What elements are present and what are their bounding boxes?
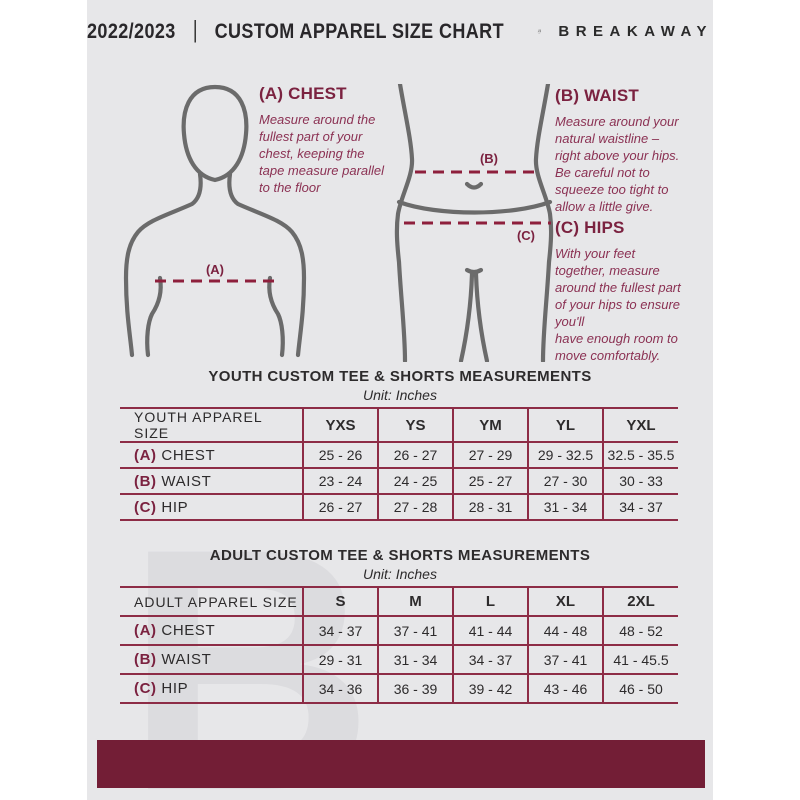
hips-marker-label: (C) bbox=[517, 228, 535, 243]
row-label-text: CHEST bbox=[161, 446, 216, 464]
measurement-cell: 27 - 30 bbox=[527, 468, 603, 494]
measurement-cell: 43 - 46 bbox=[527, 674, 603, 703]
measurement-cell: 32.5 - 35.5 bbox=[602, 442, 678, 468]
size-column-header: S bbox=[302, 587, 378, 616]
size-column-header: 2XL bbox=[602, 587, 678, 616]
header-divider: | bbox=[192, 17, 198, 44]
youth-hip-row: (C) HIP 26 - 27 27 - 28 28 - 31 31 - 34 … bbox=[120, 494, 678, 520]
measurement-cell: 27 - 29 bbox=[452, 442, 528, 468]
measurement-cell: 25 - 27 bbox=[452, 468, 528, 494]
youth-section-title: YOUTH CUSTOM TEE & SHORTS MEASUREMENTS bbox=[208, 368, 592, 385]
youth-unit-label: Unit: Inches bbox=[363, 387, 437, 403]
size-column-header: L bbox=[452, 587, 528, 616]
size-column-header: YL bbox=[527, 408, 603, 442]
measurement-cell: 23 - 24 bbox=[302, 468, 378, 494]
adult-hip-row: (C) HIP 34 - 36 36 - 39 39 - 42 43 - 46 … bbox=[120, 674, 678, 703]
youth-chest-row: (A) CHEST 25 - 26 26 - 27 27 - 29 29 - 3… bbox=[120, 442, 678, 468]
waist-hips-figure: (B) (C) bbox=[394, 84, 554, 362]
waist-guide-text: Measure around your natural waistline – … bbox=[555, 114, 680, 215]
row-label: (C) HIP bbox=[120, 494, 303, 520]
measurement-cell: 34 - 37 bbox=[302, 616, 378, 645]
size-column-header: XL bbox=[527, 587, 603, 616]
chest-marker-label: (A) bbox=[206, 262, 224, 277]
adult-size-table: ADULT APPAREL SIZE S M L XL 2XL (A) CHES… bbox=[120, 586, 678, 704]
chart-title: CUSTOM APPAREL SIZE CHART bbox=[214, 18, 504, 43]
measurement-cell: 44 - 48 bbox=[527, 616, 603, 645]
waist-marker-label: (B) bbox=[480, 151, 498, 166]
measurement-cell: 34 - 37 bbox=[602, 494, 678, 520]
row-label: (B) WAIST bbox=[120, 468, 303, 494]
measurement-cell: 37 - 41 bbox=[527, 645, 603, 674]
chest-guide: (A) CHEST Measure around the fullest par… bbox=[259, 84, 404, 196]
adult-unit-label: Unit: Inches bbox=[363, 566, 437, 582]
row-label-text: WAIST bbox=[161, 472, 212, 490]
adult-waist-row: (B) WAIST 29 - 31 31 - 34 34 - 37 37 - 4… bbox=[120, 645, 678, 674]
row-label-text: CHEST bbox=[161, 622, 216, 639]
row-label: (C) HIP bbox=[120, 674, 303, 703]
measurement-cell: 26 - 27 bbox=[377, 442, 453, 468]
measurement-cell: 34 - 37 bbox=[452, 645, 528, 674]
size-column-header: YS bbox=[377, 408, 453, 442]
measurement-cell: 36 - 39 bbox=[377, 674, 453, 703]
hips-guide: (C) HIPS With your feet together, measur… bbox=[555, 218, 713, 364]
row-label: (B) WAIST bbox=[120, 645, 303, 674]
row-marker: (C) bbox=[134, 680, 157, 697]
measurement-cell: 28 - 31 bbox=[452, 494, 528, 520]
youth-size-table: YOUTH APPAREL SIZE YXS YS YM YL YXL (A) … bbox=[120, 407, 678, 521]
row-label: (A) CHEST bbox=[120, 442, 303, 468]
hips-guide-heading: (C) HIPS bbox=[555, 218, 625, 237]
measurement-cell: 27 - 28 bbox=[377, 494, 453, 520]
adult-section-title: ADULT CUSTOM TEE & SHORTS MEASUREMENTS bbox=[209, 547, 591, 564]
measurement-cell: 46 - 50 bbox=[602, 674, 678, 703]
measurement-cell: 34 - 36 bbox=[302, 674, 378, 703]
adult-chest-row: (A) CHEST 34 - 37 37 - 41 41 - 44 44 - 4… bbox=[120, 616, 678, 645]
adult-size-header: ADULT APPAREL SIZE bbox=[134, 593, 298, 610]
measurement-cell: 29 - 31 bbox=[302, 645, 378, 674]
chest-guide-heading: (A) CHEST bbox=[259, 84, 347, 103]
size-column-header: YXL bbox=[602, 408, 678, 442]
breakaway-logo-icon: B bbox=[537, 28, 541, 34]
measurement-cell: 41 - 45.5 bbox=[602, 645, 678, 674]
row-marker: (B) bbox=[134, 472, 157, 490]
chest-guide-text: Measure around the fullest part of your … bbox=[259, 112, 385, 196]
hips-guide-text: With your feet together, measure around … bbox=[555, 246, 681, 364]
season-label: 2022/2023 bbox=[87, 18, 176, 43]
row-label-text: WAIST bbox=[161, 651, 212, 668]
waist-guide: (B) WAIST Measure around your natural wa… bbox=[555, 86, 710, 215]
brand-name: BREAKAWAY bbox=[558, 22, 713, 40]
measurement-cell: 26 - 27 bbox=[302, 494, 378, 520]
header: 2022/2023 | CUSTOM APPAREL SIZE CHART B … bbox=[87, 0, 713, 62]
measurement-cell: 24 - 25 bbox=[377, 468, 453, 494]
youth-size-header: YOUTH APPAREL SIZE bbox=[134, 409, 263, 441]
measurement-cell: 25 - 26 bbox=[302, 442, 378, 468]
waist-guide-heading: (B) WAIST bbox=[555, 86, 639, 105]
measurement-cell: 31 - 34 bbox=[377, 645, 453, 674]
youth-header-row: YOUTH APPAREL SIZE YXS YS YM YL YXL bbox=[120, 408, 678, 442]
size-chart-document: B 2022/2023 | CUSTOM APPAREL SIZE CHART … bbox=[87, 0, 713, 800]
measurement-cell: 29 - 32.5 bbox=[527, 442, 603, 468]
size-column-header: M bbox=[377, 587, 453, 616]
youth-waist-row: (B) WAIST 23 - 24 24 - 25 25 - 27 27 - 3… bbox=[120, 468, 678, 494]
measurement-cell: 39 - 42 bbox=[452, 674, 528, 703]
measurement-cell: 41 - 44 bbox=[452, 616, 528, 645]
adult-header-row: ADULT APPAREL SIZE S M L XL 2XL bbox=[120, 587, 678, 616]
measurement-cell: 30 - 33 bbox=[602, 468, 678, 494]
measurement-cell: 31 - 34 bbox=[527, 494, 603, 520]
row-label: (A) CHEST bbox=[120, 616, 303, 645]
row-marker: (C) bbox=[134, 498, 157, 516]
row-label-text: HIP bbox=[161, 680, 189, 697]
row-marker: (A) bbox=[134, 622, 157, 639]
measurement-cell: 48 - 52 bbox=[602, 616, 678, 645]
row-marker: (B) bbox=[134, 651, 157, 668]
footer-bar bbox=[97, 740, 705, 788]
chest-figure: (A) bbox=[123, 84, 307, 358]
measurement-cell: 37 - 41 bbox=[377, 616, 453, 645]
row-label-text: HIP bbox=[161, 498, 189, 516]
size-column-header: YM bbox=[452, 408, 528, 442]
row-marker: (A) bbox=[134, 446, 157, 464]
size-column-header: YXS bbox=[302, 408, 378, 442]
logo-letter: B bbox=[537, 28, 541, 33]
